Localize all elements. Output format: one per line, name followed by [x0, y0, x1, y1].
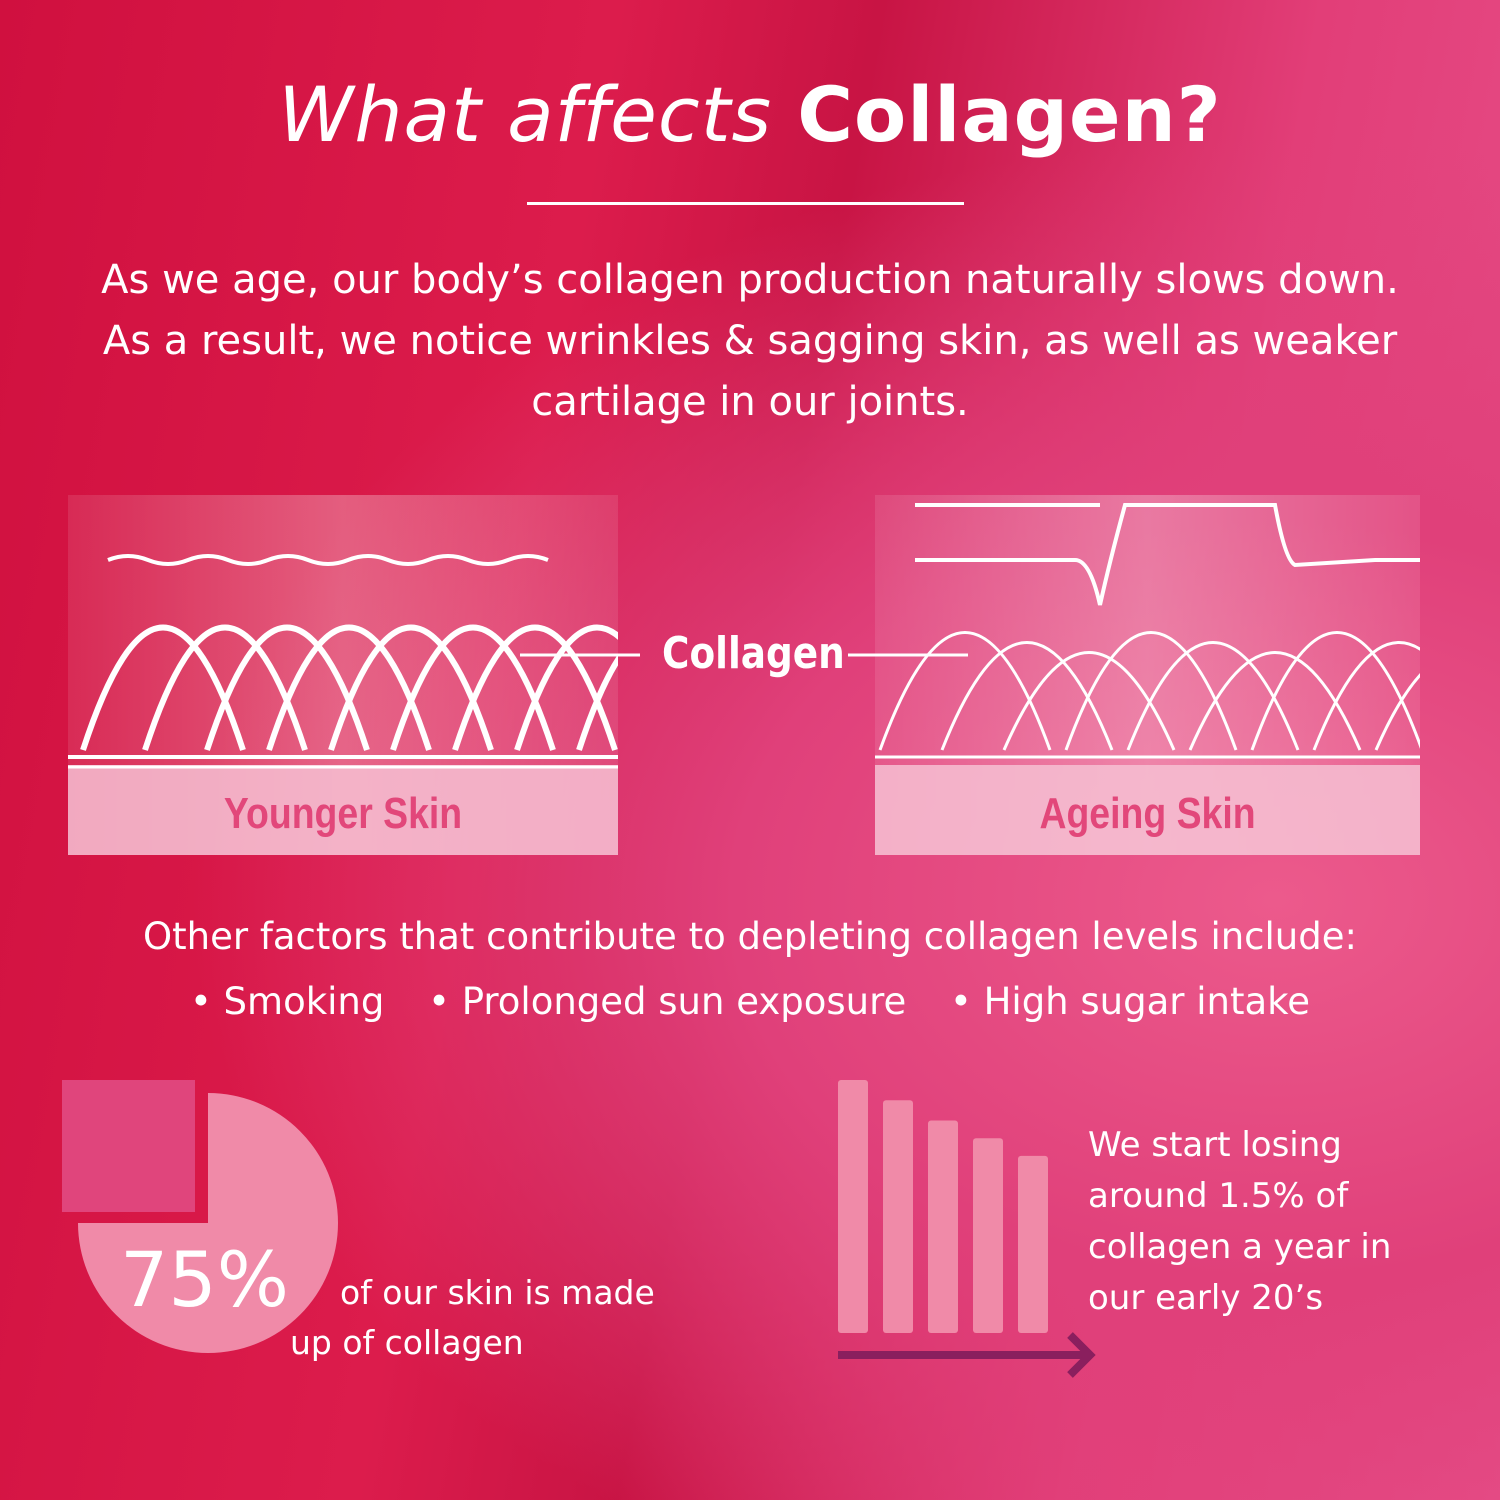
timeline-arrow-head-icon [1067, 1332, 1096, 1378]
collagen-fibre [328, 624, 494, 751]
factor-item: • Prolonged sun exposure [428, 980, 907, 1023]
collagen-pointer-right [848, 653, 968, 657]
decline-bar [1018, 1155, 1048, 1333]
collagen-fibre [204, 624, 370, 751]
decline-bar [838, 1080, 868, 1333]
collagen-fibre [940, 641, 1114, 751]
collagen-pointer-left [520, 653, 640, 657]
collagen-fibre [1002, 651, 1176, 751]
collagen-fibre [1250, 631, 1424, 751]
factor-item: • High sugar intake [950, 980, 1311, 1023]
decline-bar [928, 1120, 958, 1333]
skin-collagen-desc-line2: up of collagen [290, 1323, 524, 1362]
collagen-fibre [452, 624, 618, 751]
title-divider [527, 202, 964, 205]
factors-list: • Smoking • Prolonged sun exposure • Hig… [0, 980, 1500, 1023]
collagen-fibre [1064, 631, 1238, 751]
pie-major-slice [78, 1093, 338, 1353]
younger-skin-diagram: Younger Skin [68, 495, 742, 855]
collagen-decline-bars [838, 1080, 1096, 1378]
younger-skin-label: Younger Skin [223, 789, 463, 838]
ageing-skin-diagram: Ageing Skin [875, 495, 1500, 855]
collagen-fibre [1126, 641, 1300, 751]
decline-bar [973, 1138, 1003, 1333]
intro-text: As we age, our body’s collagen productio… [101, 257, 1399, 425]
collagen-fibre [1188, 651, 1362, 751]
younger-skin-illustration [68, 495, 742, 855]
ageing-skin-label: Ageing Skin [1039, 789, 1256, 838]
collagen-pie-chart [62, 1080, 338, 1353]
factor-item: • Smoking [189, 980, 385, 1023]
collagen-fibre [878, 631, 1052, 751]
collagen-label: Collagen [662, 628, 845, 679]
title-emphasis: Collagen? [797, 70, 1222, 159]
ageing-skin-illustration [875, 495, 1500, 855]
collagen-loss-text: We start losing around 1.5% of collagen … [1088, 1125, 1392, 1318]
pie-minor-slice [62, 1080, 195, 1212]
collagen-fibre [390, 624, 556, 751]
collagen-fibre [266, 624, 432, 751]
title-prefix: What affects [278, 70, 798, 159]
skin-collagen-desc-line1: of our skin is made [340, 1273, 655, 1312]
skin-collagen-percent: 75% [120, 1235, 289, 1324]
page-title: What affects Collagen? [0, 70, 1500, 159]
collagen-fibre [80, 624, 246, 751]
collagen-fibre [142, 624, 308, 751]
decline-bar [883, 1100, 913, 1333]
factors-heading: Other factors that contribute to depleti… [143, 915, 1357, 958]
